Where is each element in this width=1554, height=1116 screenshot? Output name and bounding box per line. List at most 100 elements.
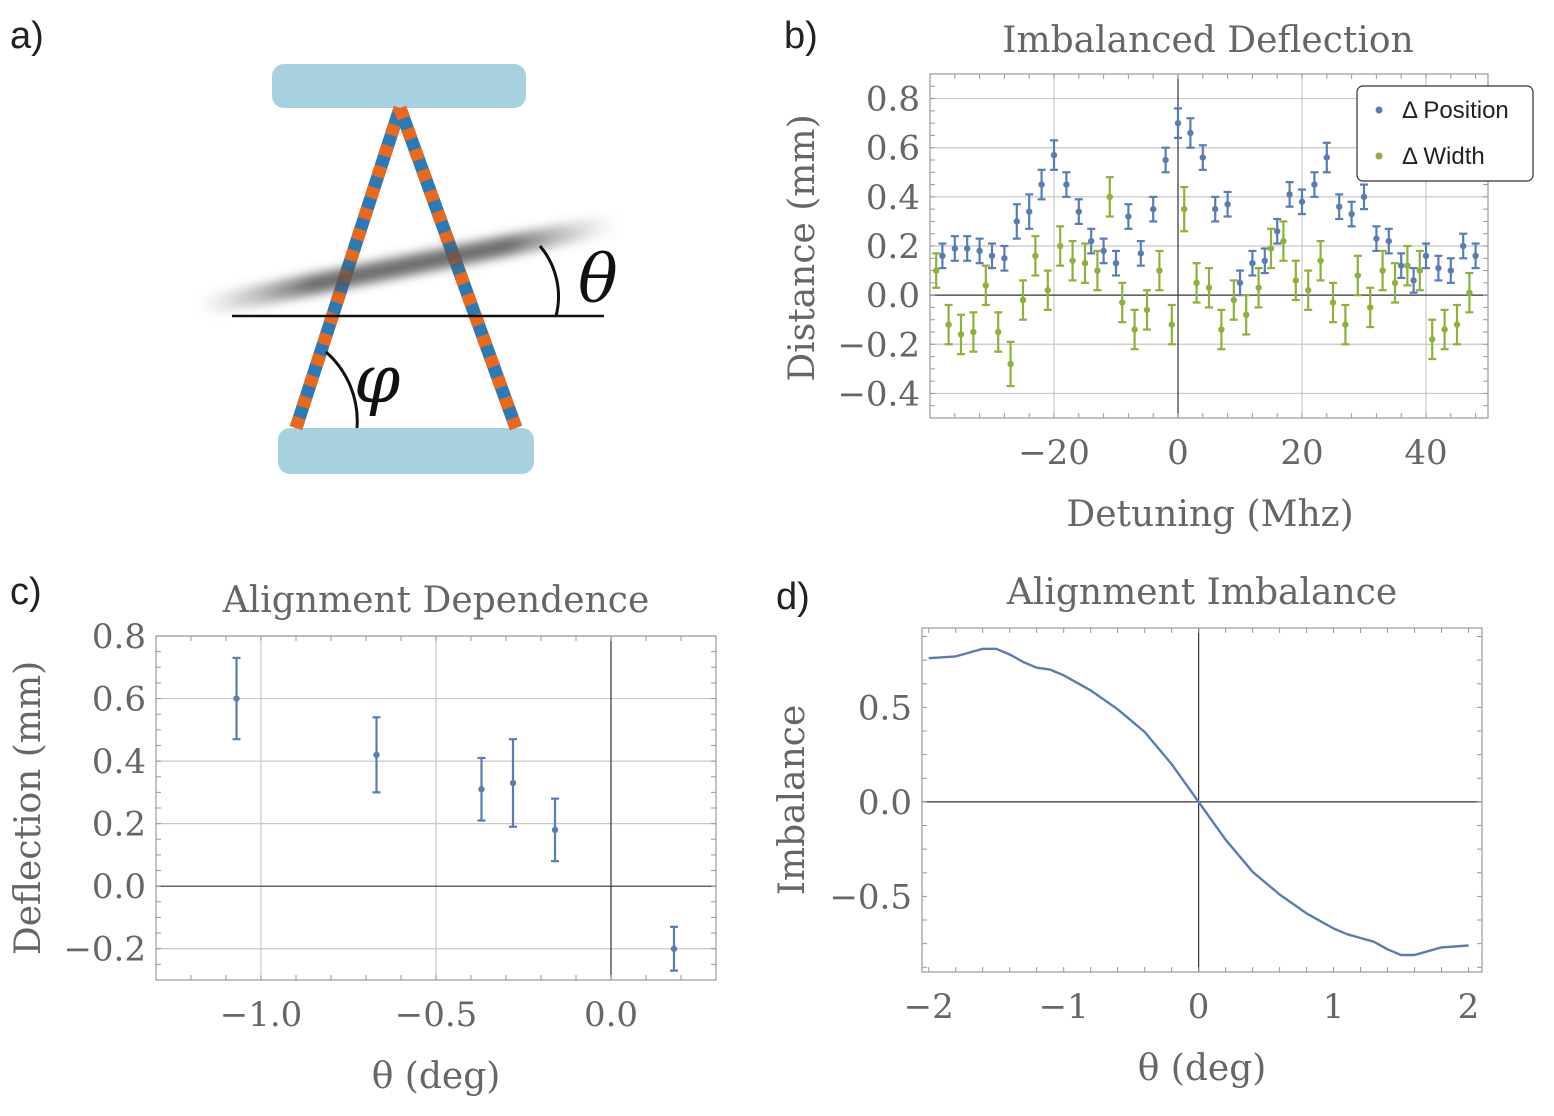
point-marker	[1298, 198, 1306, 205]
point-marker	[1199, 154, 1207, 161]
x-tick-label: 0	[1188, 987, 1210, 1027]
y-tick-label: −0.5	[829, 877, 912, 917]
point-marker	[1429, 336, 1436, 343]
point-marker	[1038, 181, 1045, 188]
data-point-0-33	[1347, 200, 1356, 228]
legend-marker-width	[1375, 152, 1383, 160]
point-marker	[957, 331, 965, 338]
data-point-0-31	[1322, 141, 1331, 174]
data-point-0-34	[1360, 183, 1368, 211]
chart-d-xlabel: θ (deg)	[1138, 1048, 1267, 1089]
data-point-0-12	[1087, 227, 1096, 255]
data-point-0-0	[232, 656, 241, 741]
point-marker	[1336, 203, 1343, 210]
data-point-0-1	[372, 716, 381, 794]
point-marker	[1019, 296, 1027, 304]
point-marker	[1156, 267, 1163, 274]
point-marker	[1168, 321, 1176, 328]
point-marker	[1422, 252, 1430, 260]
data-point-0-38	[1409, 267, 1418, 294]
point-marker	[478, 786, 485, 793]
x-tick-label: 0.0	[584, 995, 638, 1035]
data-point-0-13	[1099, 237, 1108, 265]
y-tick-label: 0.2	[92, 805, 146, 845]
data-point-0-20	[1186, 117, 1195, 149]
point-marker	[1193, 279, 1200, 287]
point-marker	[1342, 321, 1349, 328]
y-tick-label: 0.0	[866, 276, 920, 316]
point-marker	[1236, 279, 1244, 287]
point-marker	[1354, 272, 1362, 279]
data-point-1-20	[1180, 185, 1189, 233]
data-point-0-30	[1310, 171, 1319, 198]
point-marker	[1305, 287, 1312, 294]
data-point-1-18	[1155, 249, 1164, 292]
point-marker	[1385, 237, 1393, 245]
data-point-0-37	[1397, 252, 1406, 280]
phi-symbol: φ	[354, 341, 400, 418]
data-point-1-10	[1056, 225, 1065, 267]
y-tick-label: −0.2	[63, 930, 146, 970]
y-tick-label: 0.4	[92, 742, 146, 782]
point-marker	[982, 282, 989, 289]
data-point-0-14	[1112, 249, 1120, 277]
panel-label-b: b)	[784, 15, 818, 57]
data-point-0-6	[1012, 203, 1021, 240]
point-marker	[1230, 296, 1238, 304]
data-point-1-22	[1205, 267, 1213, 309]
data-point-0-27	[1273, 217, 1282, 245]
x-tick-label: −1.0	[220, 995, 303, 1035]
point-marker	[1447, 267, 1455, 274]
data-point-0-22	[1211, 195, 1220, 223]
point-marker	[1398, 262, 1405, 269]
panel-label-a: a)	[10, 15, 44, 57]
point-marker	[976, 247, 983, 255]
data-point-1-8	[1031, 235, 1040, 277]
point-marker	[1001, 255, 1008, 262]
point-marker	[1205, 284, 1213, 291]
point-marker	[1441, 326, 1448, 333]
point-marker	[1292, 277, 1300, 284]
data-point-1-32	[1329, 281, 1337, 324]
panel-label-d: d)	[776, 576, 810, 618]
data-point-0-41	[1446, 257, 1455, 284]
x-tick-label: 20	[1280, 433, 1323, 473]
data-point-1-24	[1229, 279, 1238, 321]
point-marker	[1255, 284, 1262, 291]
data-point-1-14	[1105, 176, 1114, 218]
data-point-1-36	[1378, 249, 1387, 292]
point-marker	[1187, 129, 1194, 137]
point-marker	[1112, 260, 1120, 267]
data-point-1-33	[1341, 303, 1350, 346]
point-marker	[1119, 299, 1126, 306]
data-point-1-4	[981, 264, 990, 307]
y-tick-label: 0.6	[866, 129, 920, 169]
point-marker	[1106, 193, 1114, 201]
point-marker	[1416, 267, 1424, 274]
point-marker	[1050, 151, 1058, 159]
data-point-0-32	[1335, 193, 1344, 221]
data-point-1-19	[1167, 303, 1176, 346]
chart-c-xlabel: θ (deg)	[372, 1056, 501, 1097]
point-marker	[1013, 218, 1020, 225]
point-marker	[1057, 242, 1064, 250]
point-marker	[233, 695, 240, 702]
point-marker	[1007, 360, 1014, 368]
data-point-1-1	[944, 303, 953, 346]
point-marker	[1391, 279, 1399, 287]
point-marker	[951, 245, 958, 252]
data-point-1-37	[1391, 262, 1399, 304]
point-marker	[1174, 119, 1182, 127]
point-marker	[988, 252, 996, 260]
chart-d-ylabel: Imbalance	[772, 705, 813, 896]
point-marker	[1379, 267, 1386, 274]
plot-frame	[921, 627, 1483, 973]
top-mirror	[272, 64, 526, 108]
point-marker	[1032, 252, 1039, 260]
point-marker	[1088, 237, 1095, 245]
y-tick-label: 0.8	[92, 617, 146, 657]
point-marker	[1286, 191, 1293, 198]
point-marker	[1373, 235, 1380, 242]
data-point-1-11	[1068, 239, 1077, 282]
